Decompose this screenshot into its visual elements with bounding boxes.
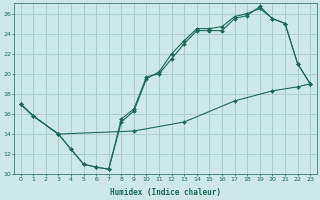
X-axis label: Humidex (Indice chaleur): Humidex (Indice chaleur) (110, 188, 221, 197)
